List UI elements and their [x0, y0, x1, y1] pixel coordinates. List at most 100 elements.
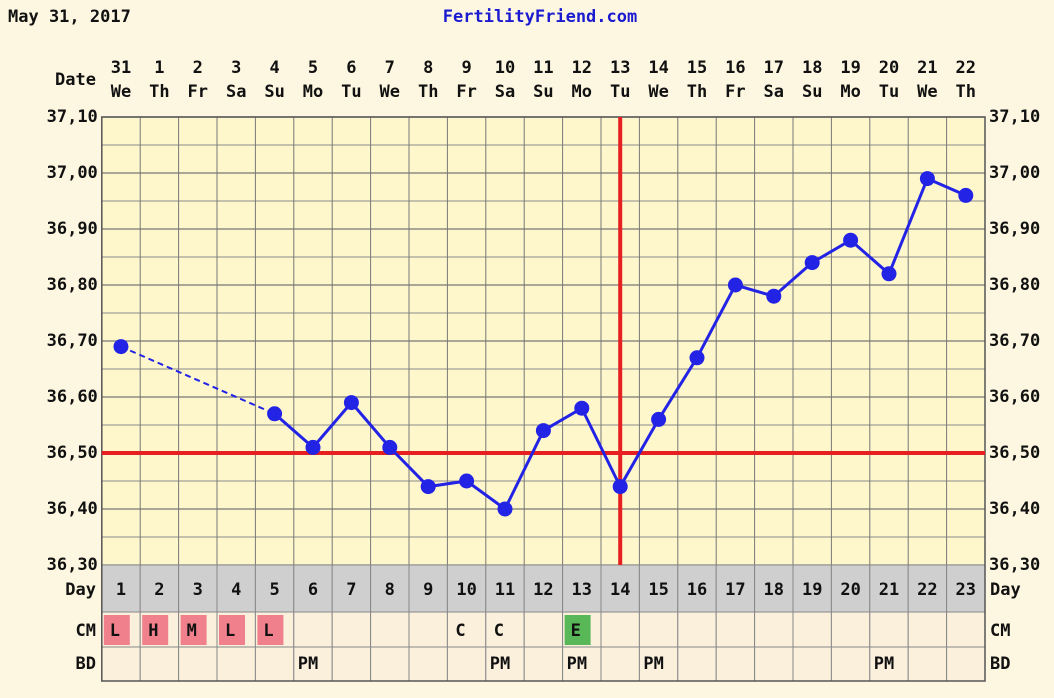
weekday-label: Th [687, 82, 707, 102]
weekday-label: Th [149, 82, 169, 102]
date-label: 16 [725, 58, 745, 78]
day-number: 4 [231, 580, 241, 600]
day-label: Day [65, 580, 96, 600]
temp-point [420, 479, 436, 495]
weekday-label: Th [956, 82, 976, 102]
weekday-label: Mo [572, 82, 592, 102]
cell [408, 611, 448, 648]
y-tick-label: 36,80 [47, 275, 98, 295]
day-label-right: Day [990, 580, 1021, 600]
cell [830, 564, 871, 613]
temp-point [804, 255, 820, 271]
weekday-label: Fr [456, 82, 476, 102]
date-label: 9 [461, 58, 471, 78]
chart-title: FertilityFriend.com [443, 7, 637, 27]
y-tick-label: 36,90 [47, 219, 98, 239]
cell [216, 564, 256, 613]
weekday-label: Tu [341, 82, 361, 102]
day-number: 2 [154, 580, 164, 600]
y-tick-label: 36,70 [47, 331, 98, 351]
cell [754, 564, 794, 613]
date-label: 11 [533, 58, 553, 78]
y-tick-label: 37,00 [47, 163, 98, 183]
cell [715, 564, 756, 613]
temp-point [881, 266, 897, 282]
cell [101, 646, 141, 682]
weekday-label: Mo [840, 82, 860, 102]
temp-point [459, 473, 475, 489]
date-label: 22 [956, 58, 976, 78]
cell [216, 646, 256, 682]
cell [907, 564, 948, 613]
plot-border [101, 116, 986, 682]
temp-point [689, 350, 705, 366]
date-label: 31 [111, 58, 131, 78]
y-tick-label-right: 36,70 [989, 331, 1040, 351]
cell [523, 611, 564, 648]
cell [946, 646, 986, 682]
cm-value: C [494, 621, 504, 641]
day-number: 10 [456, 580, 476, 600]
cell [331, 646, 372, 682]
cell [830, 611, 871, 648]
date-label: 3 [231, 58, 241, 78]
day-number: 14 [610, 580, 630, 600]
weekday-label: Th [418, 82, 438, 102]
day-number: 3 [193, 580, 203, 600]
y-tick-label-right: 36,90 [989, 219, 1040, 239]
weekday-label: We [648, 82, 668, 102]
day-number: 15 [648, 580, 668, 600]
temp-point [612, 479, 628, 495]
day-number: 6 [308, 580, 318, 600]
cell [907, 646, 948, 682]
cm-fill [103, 615, 130, 645]
cm-value: L [110, 621, 120, 641]
cell [754, 611, 794, 648]
weekday-label: We [917, 82, 937, 102]
temp-point [497, 501, 513, 517]
weekday-label: Su [264, 82, 284, 102]
cm-label-right: CM [990, 621, 1010, 641]
cell [370, 646, 410, 682]
bd-label-right: BD [990, 654, 1010, 674]
cm-value: H [148, 621, 158, 641]
bd-label: BD [76, 654, 96, 674]
y-tick-label: 36,60 [47, 387, 98, 407]
bd-value: PM [567, 654, 587, 674]
cell [907, 611, 948, 648]
day-number: 12 [533, 580, 553, 600]
day-number: 9 [423, 580, 433, 600]
cell [370, 611, 410, 648]
day-number: 7 [346, 580, 356, 600]
date-label: 17 [764, 58, 784, 78]
y-tick-label-right: 37,00 [989, 163, 1040, 183]
date-label: 15 [687, 58, 707, 78]
date-label: 14 [648, 58, 668, 78]
date-label: 10 [495, 58, 515, 78]
cell [446, 611, 487, 648]
cm-fill [142, 615, 169, 645]
cell [600, 611, 640, 648]
cell [408, 564, 448, 613]
cm-value: M [187, 621, 197, 641]
cell [792, 646, 832, 682]
day-number: 21 [879, 580, 899, 600]
cell [523, 646, 564, 682]
temp-point [843, 232, 859, 248]
cell [638, 611, 679, 648]
day-number: 5 [269, 580, 279, 600]
cell [715, 611, 756, 648]
chart-subtitle: May 31, 2017 [8, 7, 131, 27]
cell [600, 646, 640, 682]
cell [869, 611, 909, 648]
cell [254, 646, 295, 682]
date-label: 8 [423, 58, 433, 78]
cell [446, 646, 487, 682]
cell [485, 646, 525, 682]
weekday-label: Sa [764, 82, 784, 102]
y-tick-label-right: 37,10 [989, 107, 1040, 127]
date-label: Date [55, 70, 96, 90]
cm-value: C [455, 621, 465, 641]
weekday-label: Su [802, 82, 822, 102]
cell [869, 564, 909, 613]
